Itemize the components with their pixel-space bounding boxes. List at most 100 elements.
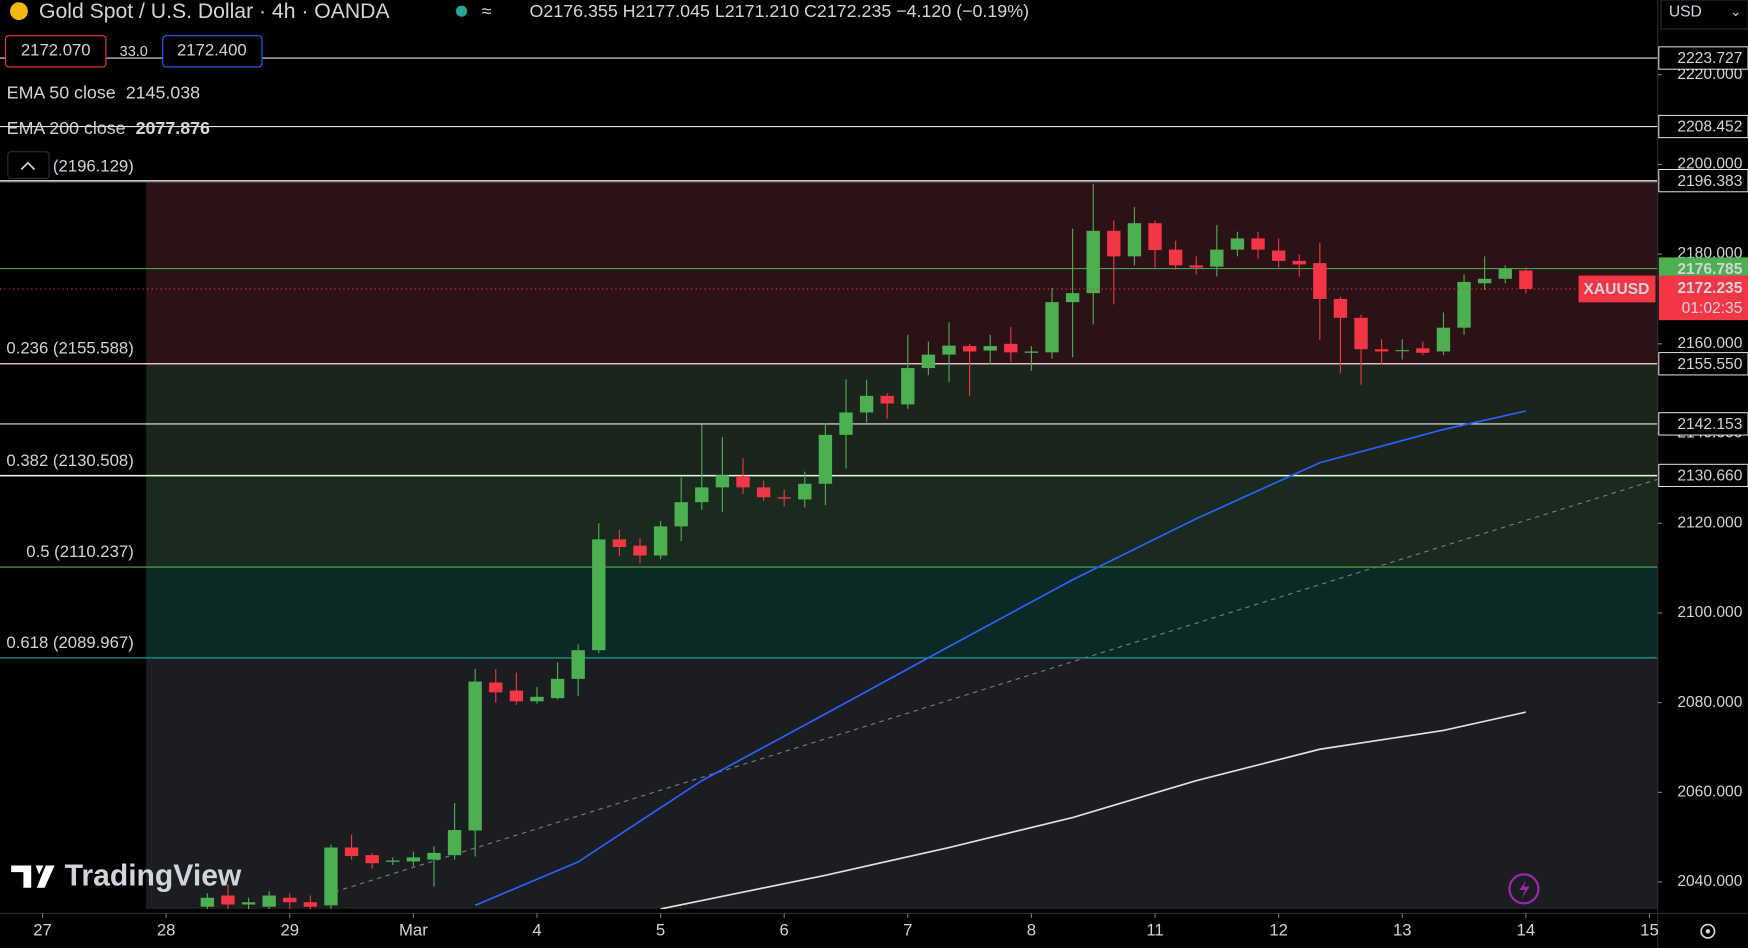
bid-price[interactable]: 2172.070 (21, 41, 91, 60)
fib-zone (146, 567, 1658, 658)
y-tick-label: 2160.000 (1677, 335, 1742, 352)
alert-icon[interactable] (1519, 879, 1530, 899)
x-tick-label: 27 (33, 921, 52, 940)
candle-body (880, 395, 894, 404)
candle-body (1519, 270, 1533, 289)
legend-value: 2077.876 (136, 118, 210, 138)
currency-label[interactable]: USD (1669, 3, 1702, 20)
candle-body (756, 487, 771, 498)
candle-body (1292, 260, 1306, 265)
candle-body (221, 895, 235, 905)
candle-body (1065, 293, 1080, 303)
logo-mark (11, 865, 55, 888)
symbol-tag-box (1578, 275, 1656, 303)
price-line-label: 2196.383 (1677, 173, 1742, 190)
ask-price[interactable]: 2172.400 (177, 41, 247, 60)
candle-body (1271, 250, 1286, 261)
candle-body (1333, 298, 1348, 318)
alert-button[interactable] (1508, 873, 1540, 905)
countdown-label: 01:02:35 (1682, 300, 1743, 317)
candle-body (859, 395, 874, 413)
candle-body (1189, 265, 1203, 268)
settings-button[interactable] (1700, 923, 1716, 939)
collapse-button[interactable] (7, 151, 50, 180)
candle-body (1045, 302, 1059, 353)
candle-body (447, 830, 462, 856)
candle-body (489, 682, 503, 693)
x-tick-label: Mar (399, 921, 428, 940)
x-tick-label: 28 (157, 921, 176, 940)
current-price-box (1658, 275, 1748, 321)
y-tick-label: 2200.000 (1677, 156, 1742, 173)
y-tick-label: 2120.000 (1677, 514, 1742, 531)
candle-body (303, 902, 318, 907)
y-tick-label: 2080.000 (1677, 694, 1742, 711)
collapse-icon[interactable] (20, 161, 36, 171)
x-tick-label: 8 (1027, 921, 1036, 940)
price-line-label-box (1658, 114, 1748, 139)
x-tick-label: 5 (656, 921, 665, 940)
x-tick-label: 4 (532, 921, 541, 940)
symbol-title: Gold Spot / U.S. Dollar · 4h · OANDA (39, 0, 390, 23)
overlay: Gold Spot / U.S. Dollar · 4h · OANDA ≈ O… (5, 0, 1748, 939)
candle-body (1004, 343, 1018, 353)
candle-body (1436, 327, 1451, 352)
candle-body (1498, 268, 1512, 279)
ema-line (660, 711, 1527, 909)
y-tick-label: 2100.000 (1677, 604, 1742, 621)
fib-zone (146, 476, 1658, 568)
candle-body (262, 895, 276, 907)
candle-body (571, 650, 585, 679)
fib-zone (146, 181, 1658, 364)
x-tick-label: 15 (1640, 921, 1659, 940)
y-tick-label: 2060.000 (1677, 783, 1742, 800)
candle-body (695, 487, 709, 503)
price-line-label-box (1658, 46, 1748, 70)
fib-label: 0.236 (2155.588) (6, 339, 133, 358)
candle-body (592, 539, 606, 651)
candle-body (798, 483, 812, 500)
currency-caret[interactable]: ⌄ (1730, 4, 1741, 19)
x-tick-label: 11 (1146, 921, 1163, 940)
candle-body (633, 545, 647, 556)
settings-icon[interactable] (1705, 929, 1711, 934)
candle-body (427, 852, 441, 860)
ohlc-readout: O2176.355 H2177.045 L2171.210 C2172.235 … (530, 1, 1029, 21)
current-price-label: 2172.235 (1677, 280, 1742, 297)
candle-body (777, 497, 791, 499)
y-tick-label: 2040.000 (1677, 873, 1742, 890)
spread: 33.0 (120, 44, 148, 60)
candle-body (365, 855, 379, 864)
candle-body (1168, 249, 1183, 266)
candle-body (1024, 351, 1039, 353)
price-line-label: 2208.452 (1677, 119, 1742, 136)
candle-body (1374, 349, 1389, 352)
candle-body (550, 678, 565, 699)
x-tick-label: 14 (1517, 921, 1536, 940)
candle-body (530, 696, 544, 702)
candle-body (983, 346, 997, 351)
price-line-label: 2223.727 (1677, 50, 1742, 67)
candle-body (1148, 223, 1162, 251)
buy-button[interactable] (162, 35, 263, 68)
price-line-label: 2130.660 (1677, 468, 1742, 485)
candle-body (324, 847, 338, 906)
candle-body (736, 476, 750, 488)
currency-button[interactable] (1660, 0, 1748, 30)
fib-label: 0.5 (2110.237) (26, 542, 133, 561)
plot (0, 57, 1658, 909)
candle-body (818, 434, 833, 484)
candle-body (1416, 348, 1430, 353)
symbol-tag: XAUUSD (1584, 281, 1650, 298)
y-tick-label: 2220.000 (1677, 66, 1742, 83)
price-line-label: 2155.550 (1677, 356, 1742, 373)
sell-button[interactable] (5, 35, 107, 68)
status-dot (455, 5, 468, 17)
fib-label: 0.382 (2130.508) (6, 451, 133, 470)
candle-body (468, 681, 482, 831)
candle-body (901, 368, 915, 405)
x-tick-label: 7 (903, 921, 912, 940)
candle-body (241, 902, 256, 905)
x-tick-label: 12 (1269, 921, 1288, 940)
